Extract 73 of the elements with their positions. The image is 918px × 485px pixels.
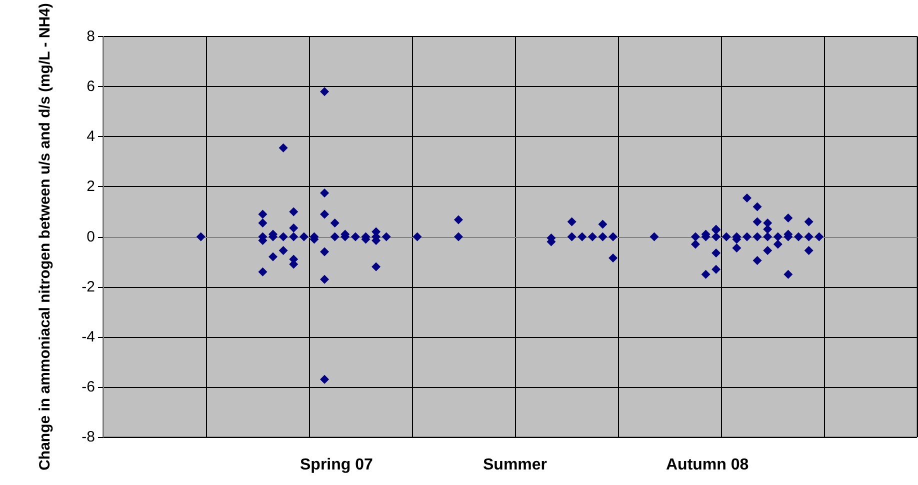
point (773, 240, 782, 249)
point (320, 87, 330, 96)
point (258, 267, 268, 276)
point (814, 232, 824, 242)
y-tick-label: -6 (82, 378, 95, 396)
y-tick-label: 8 (86, 28, 95, 46)
point (320, 274, 330, 284)
y-tick-label: -8 (82, 428, 95, 446)
point (299, 232, 308, 242)
point (289, 207, 298, 216)
point (752, 232, 762, 242)
point (382, 232, 391, 242)
point (278, 246, 288, 256)
point (320, 210, 330, 219)
point (701, 270, 710, 279)
point (454, 232, 463, 242)
point (258, 210, 268, 219)
point (722, 232, 731, 242)
point (268, 252, 278, 262)
point (372, 262, 381, 272)
point (598, 220, 608, 229)
point (289, 232, 298, 242)
point (258, 218, 268, 228)
y-axis-title: Change in ammoniacal nitrogen between u/s and d/s (mg/L - NH4) (36, 3, 54, 470)
point (804, 217, 814, 226)
point (804, 246, 814, 256)
y-tick-label: 2 (86, 178, 95, 196)
point (567, 217, 576, 226)
point (320, 374, 330, 384)
point (752, 202, 762, 212)
point (752, 217, 762, 226)
point (690, 232, 700, 242)
point (567, 232, 576, 242)
point (608, 232, 618, 242)
point (330, 218, 340, 228)
point (588, 232, 597, 242)
point (196, 232, 206, 242)
point (650, 232, 659, 242)
point (608, 254, 618, 263)
point (320, 247, 330, 256)
text: Autumn 08 (666, 456, 749, 474)
y-tick-label: 6 (86, 78, 95, 96)
point (320, 188, 330, 198)
point (598, 232, 608, 242)
point (784, 270, 793, 279)
point (752, 256, 762, 266)
point (278, 232, 288, 242)
point (794, 232, 804, 242)
text: Summer (483, 456, 548, 474)
point (278, 143, 288, 152)
point (712, 248, 721, 258)
point (773, 232, 782, 242)
point (350, 232, 360, 242)
point (578, 232, 587, 242)
point (712, 264, 721, 274)
point (742, 193, 752, 202)
point (742, 232, 752, 242)
point (712, 232, 721, 242)
point (690, 240, 700, 249)
y-tick-label: 0 (86, 228, 95, 246)
y-tick-label: -2 (82, 278, 95, 296)
point (454, 215, 463, 224)
point (763, 246, 772, 256)
point (763, 232, 772, 242)
point (412, 232, 422, 242)
point (784, 214, 793, 223)
point (289, 224, 298, 233)
point (804, 232, 814, 242)
text: Spring 07 (300, 456, 374, 474)
y-tick-label: 4 (86, 128, 95, 146)
point (330, 232, 340, 242)
point (732, 244, 742, 253)
y-tick-label: -4 (82, 328, 95, 346)
